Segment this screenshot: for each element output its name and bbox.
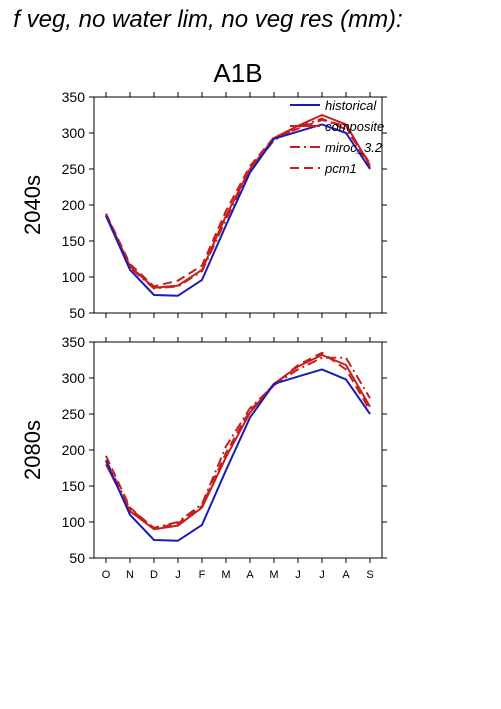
x-tick-label: A [246, 569, 254, 581]
chart-panel-2040s: 50 100 150 200 250 300 350 2040s historical compo… [20, 89, 387, 321]
series-line-historical [105, 368, 371, 542]
y-tick-label: 350 [62, 89, 86, 105]
y-tick-label: 300 [62, 125, 86, 141]
super-title: f veg, no water lim, no veg res (mm): [13, 6, 402, 33]
y-tick-label: 200 [62, 197, 86, 213]
y-tick-label: 50 [69, 305, 85, 321]
y-tick-label: 300 [62, 370, 86, 386]
y-tick-label: 200 [62, 442, 86, 458]
y-tick-label: 350 [62, 334, 86, 350]
x-tick-label: J [319, 569, 325, 581]
y-tick-label: 250 [62, 406, 86, 422]
panel-label: 2040s [20, 175, 45, 235]
panel-label: 2080s [20, 420, 45, 480]
series-line-pcm1 [105, 351, 371, 530]
x-tick-label: M [221, 569, 230, 581]
chart-panels: 50 100 150 200 250 300 350 2040s historical compo… [20, 89, 387, 581]
series-line-pcm1 [105, 119, 371, 288]
legend: historical composite miroc_3.2 pcm1 [290, 98, 384, 176]
x-tick-label: O [102, 569, 111, 581]
legend-label: historical [325, 98, 377, 113]
x-tick-label: J [295, 569, 301, 581]
scenario-title: A1B [213, 58, 262, 88]
y-tick-label: 250 [62, 161, 86, 177]
legend-label: miroc_3.2 [325, 140, 383, 155]
plot-frame [93, 341, 383, 559]
x-tick-label: A [342, 569, 350, 581]
x-tick-label: J [175, 569, 181, 581]
y-tick-label: 100 [62, 269, 86, 285]
x-tick-label: M [269, 569, 278, 581]
legend-label: pcm1 [324, 161, 357, 176]
y-tick-label: 50 [69, 550, 85, 566]
series-line-historical [105, 123, 371, 297]
y-tick-label: 150 [62, 233, 86, 249]
series-line-miroc-3-2 [105, 356, 371, 529]
chart-panel-2080s: 50 100 150 200 250 300 350 O N D J F M A M J J A S 2080s [20, 334, 387, 581]
legend-label: composite [325, 119, 384, 134]
x-tick-label: D [150, 569, 158, 581]
y-tick-label: 150 [62, 478, 86, 494]
y-tick-label: 100 [62, 514, 86, 530]
x-tick-label: S [366, 569, 373, 581]
x-tick-label: F [199, 569, 206, 581]
x-tick-label: N [126, 569, 134, 581]
